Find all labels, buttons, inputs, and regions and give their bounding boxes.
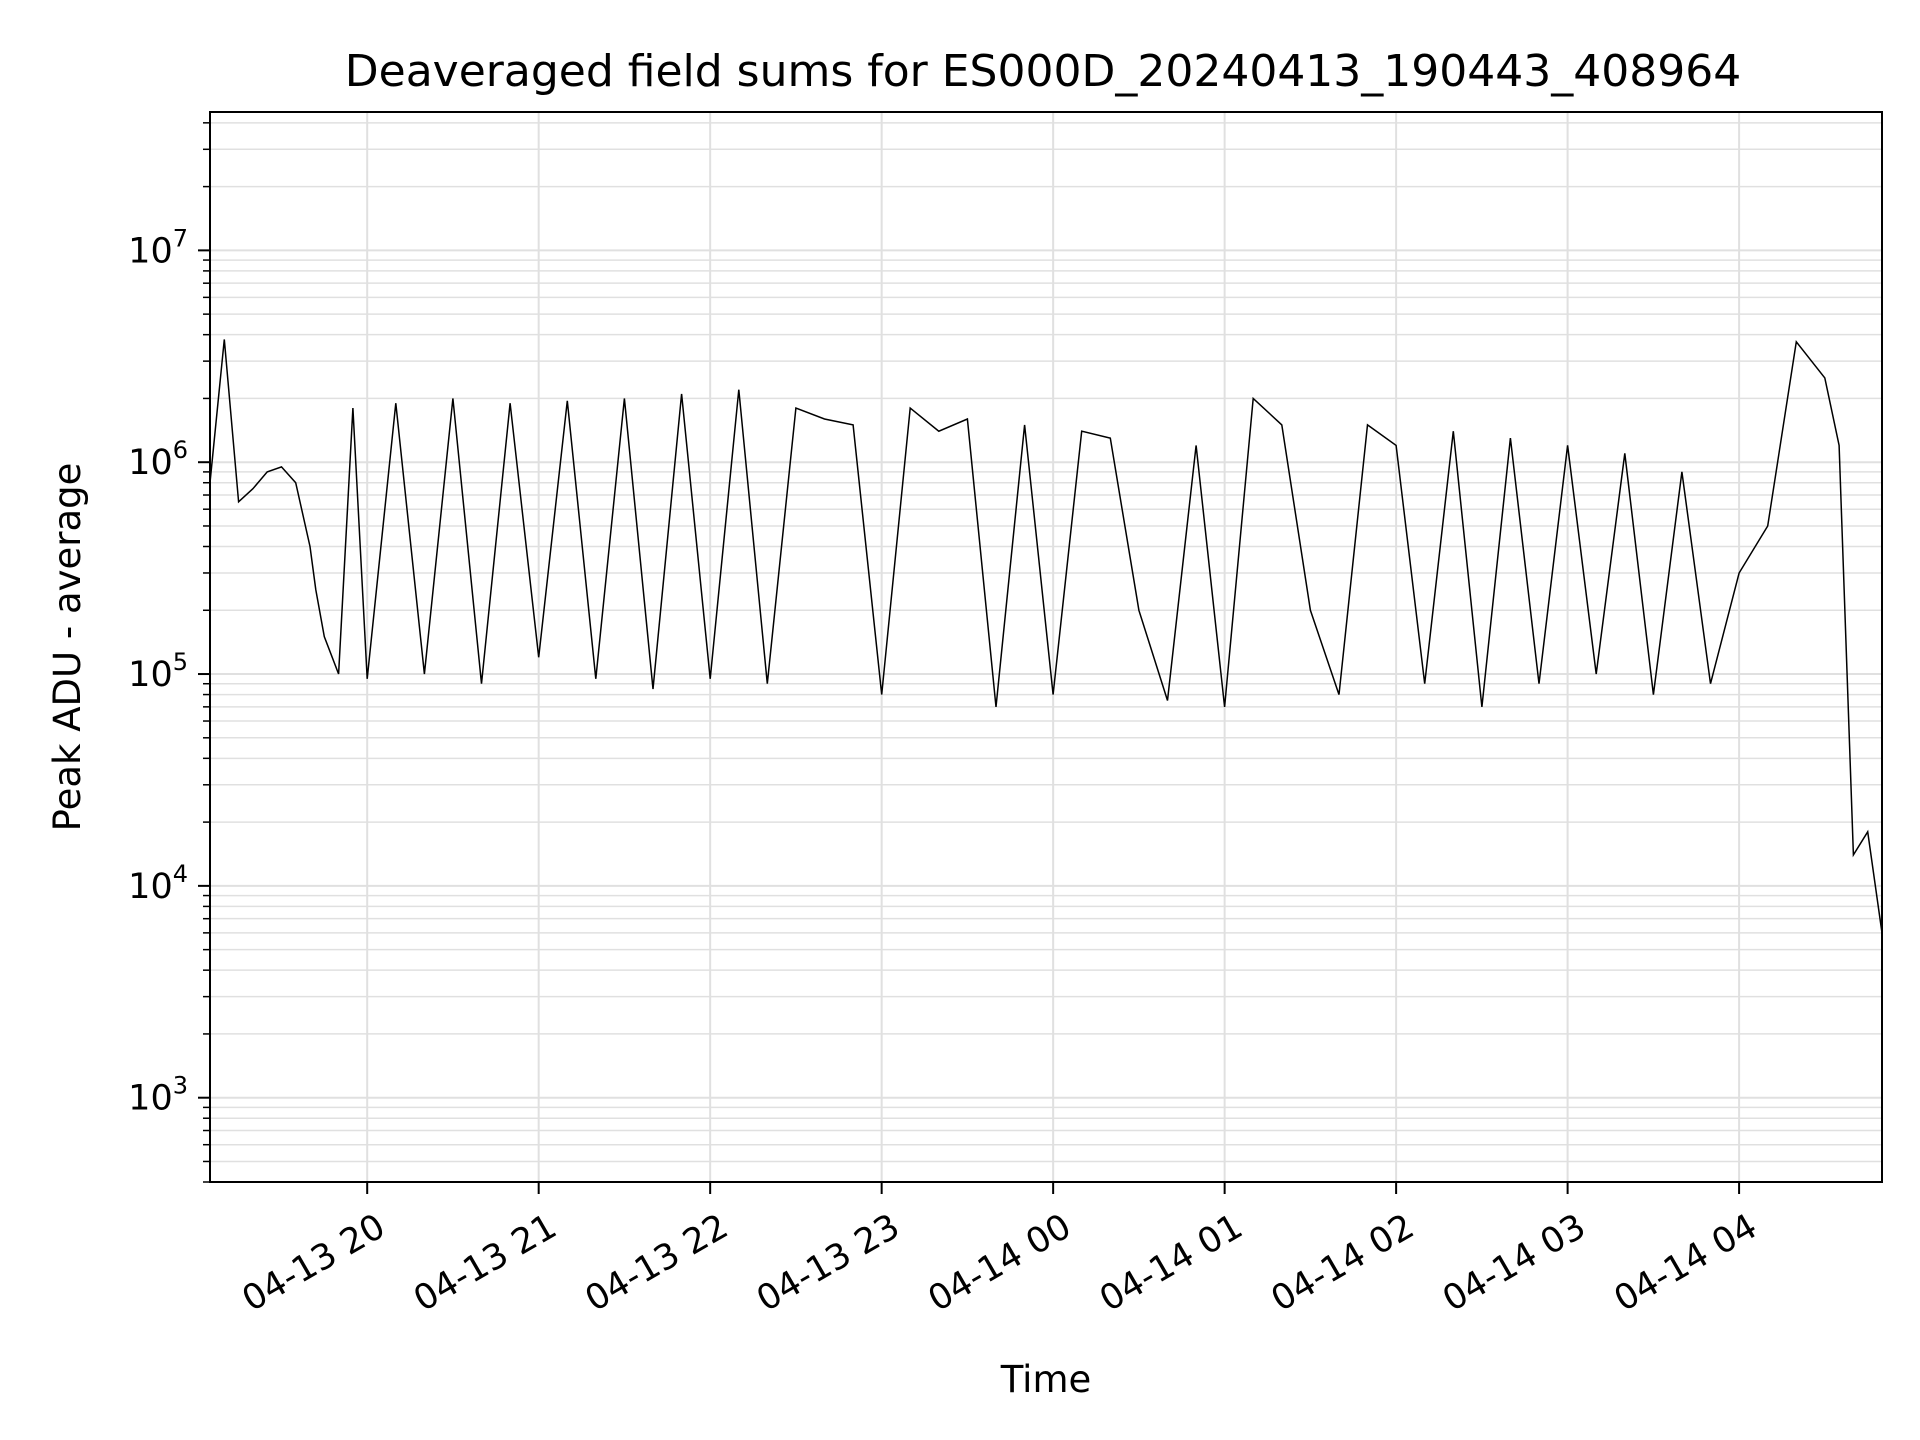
x-tick-label-7: 04-14 03 bbox=[1436, 1207, 1592, 1320]
x-tick-label-4: 04-14 00 bbox=[922, 1207, 1078, 1320]
x-tick-label-6: 04-14 02 bbox=[1265, 1207, 1421, 1320]
x-tick-label-2: 04-13 22 bbox=[579, 1207, 735, 1320]
grid bbox=[210, 112, 1882, 1183]
data-series-line-0 bbox=[209, 339, 1883, 934]
y-axis: 103 104 105 106 107 bbox=[128, 122, 210, 1183]
x-tick-label-0: 04-13 20 bbox=[236, 1207, 392, 1320]
y-tick-label-3: 106 bbox=[128, 436, 188, 483]
x-tick-label-8: 04-14 04 bbox=[1608, 1207, 1764, 1320]
y-tick-label-4: 107 bbox=[128, 224, 188, 271]
x-tick-label-5: 04-14 01 bbox=[1093, 1207, 1249, 1320]
series-layer bbox=[209, 339, 1883, 934]
y-tick-label-0: 103 bbox=[128, 1072, 188, 1119]
y-tick-label-2: 105 bbox=[128, 648, 188, 695]
x-axis-label: Time bbox=[1000, 1358, 1092, 1401]
x-tick-label-3: 04-13 23 bbox=[750, 1207, 906, 1320]
x-axis: 04-13 20 04-13 21 04-13 22 04-13 23 04-14 00… bbox=[236, 1182, 1764, 1320]
plot-frame bbox=[209, 111, 1883, 1183]
y-tick-label-1: 104 bbox=[128, 860, 188, 907]
y-axis-label: Peak ADU - average bbox=[46, 463, 89, 832]
x-tick-label-1: 04-13 21 bbox=[407, 1207, 563, 1320]
chart-title: Deaveraged field sums for ES000D_2024041… bbox=[345, 46, 1741, 97]
